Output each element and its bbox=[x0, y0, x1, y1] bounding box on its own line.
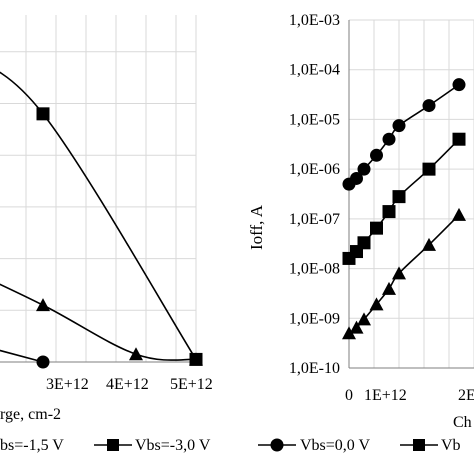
right-point-triangle-3 bbox=[369, 297, 384, 311]
right-point-triangle-2 bbox=[357, 312, 371, 326]
left-point-circle-1 bbox=[36, 355, 50, 369]
right-x-tick-labels: 0 1E+12 2E bbox=[345, 387, 474, 404]
left-point-triangle-2 bbox=[129, 347, 143, 361]
right-point-circle-7 bbox=[452, 78, 466, 92]
left-axes bbox=[0, 15, 197, 363]
legend: bs=-1,5 V Vbs=-3,0 V Vbs=0,0 V Vb bbox=[0, 437, 461, 454]
right-point-triangle-5 bbox=[392, 266, 406, 280]
left-chart: 3E+12 4E+12 5E+12 rge, cm-2 bbox=[0, 15, 213, 423]
right-y-tick-label: 1,0E-03 bbox=[289, 12, 340, 29]
legend-label-right-1: Vbs=0,0 V bbox=[300, 437, 371, 454]
right-point-circle-5 bbox=[392, 119, 406, 133]
right-y-tick-labels: 1,0E-03 1,0E-04 1,0E-05 1,0E-06 1,0E-07 1,0E-… bbox=[289, 12, 340, 377]
right-x-tick-label: 1E+12 bbox=[364, 387, 407, 404]
right-y-tick-label: 1,0E-09 bbox=[289, 310, 340, 327]
left-x-axis-label: rge, cm-2 bbox=[0, 406, 61, 423]
left-series bbox=[0, 71, 203, 369]
right-point-triangle-1 bbox=[349, 320, 364, 334]
right-y-tick-label: 1,0E-04 bbox=[289, 62, 340, 79]
left-gridlines bbox=[0, 15, 196, 363]
legend-square-marker bbox=[107, 439, 119, 451]
right-point-square-5 bbox=[392, 190, 406, 204]
legend-label-right-2: Vb bbox=[441, 437, 461, 454]
right-y-tick-label: 1,0E-05 bbox=[289, 111, 340, 128]
left-x-tick-label: 5E+12 bbox=[170, 376, 213, 393]
right-point-square-4 bbox=[382, 205, 396, 219]
right-point-square-2 bbox=[357, 236, 371, 250]
left-point-square-1 bbox=[36, 107, 50, 121]
right-point-triangle-0 bbox=[342, 326, 356, 340]
left-x-tick-label: 4E+12 bbox=[106, 376, 149, 393]
right-y-tick-label: 1,0E-08 bbox=[289, 261, 340, 278]
right-point-square-6 bbox=[422, 162, 436, 176]
legend-square-marker-2 bbox=[413, 439, 425, 451]
left-x-tick-labels: 3E+12 4E+12 5E+12 bbox=[46, 376, 213, 393]
right-point-circle-1 bbox=[350, 171, 363, 185]
right-chart: 1,0E-03 1,0E-04 1,0E-05 1,0E-06 1,0E-07 1,0E-… bbox=[247, 12, 474, 431]
right-series bbox=[342, 78, 466, 340]
right-axes bbox=[348, 20, 474, 369]
right-x-axis-label: Ch bbox=[453, 414, 472, 431]
right-x-tick-label: 0 bbox=[345, 387, 353, 404]
right-y-axis-label: Ioff, A bbox=[247, 204, 266, 250]
left-x-tick-label: 3E+12 bbox=[46, 376, 89, 393]
right-point-triangle-6 bbox=[422, 237, 436, 251]
left-point-triangle-3 bbox=[189, 352, 203, 366]
right-point-circle-4 bbox=[382, 132, 396, 146]
left-point-triangle-1 bbox=[36, 298, 50, 312]
legend-label-left-1: bs=-1,5 V bbox=[0, 437, 64, 454]
right-point-circle-3 bbox=[370, 148, 383, 162]
right-point-circle-2 bbox=[357, 162, 371, 176]
right-x-tick-label: 2E bbox=[458, 387, 474, 404]
right-point-triangle-4 bbox=[382, 281, 396, 295]
right-point-circle-6 bbox=[422, 99, 436, 113]
left-series-line-circle bbox=[0, 349, 44, 363]
left-series-line-square bbox=[0, 71, 197, 360]
legend-circle-marker bbox=[270, 438, 284, 452]
left-series-line-triangle bbox=[0, 283, 197, 361]
right-point-square-3 bbox=[370, 221, 383, 235]
legend-label-left-2: Vbs=-3,0 V bbox=[135, 437, 211, 454]
right-point-square-7 bbox=[452, 132, 466, 146]
right-y-tick-label: 1,0E-10 bbox=[289, 360, 340, 377]
right-point-triangle-7 bbox=[452, 207, 466, 221]
right-y-tick-label: 1,0E-07 bbox=[289, 211, 340, 228]
right-y-tick-label: 1,0E-06 bbox=[289, 161, 340, 178]
